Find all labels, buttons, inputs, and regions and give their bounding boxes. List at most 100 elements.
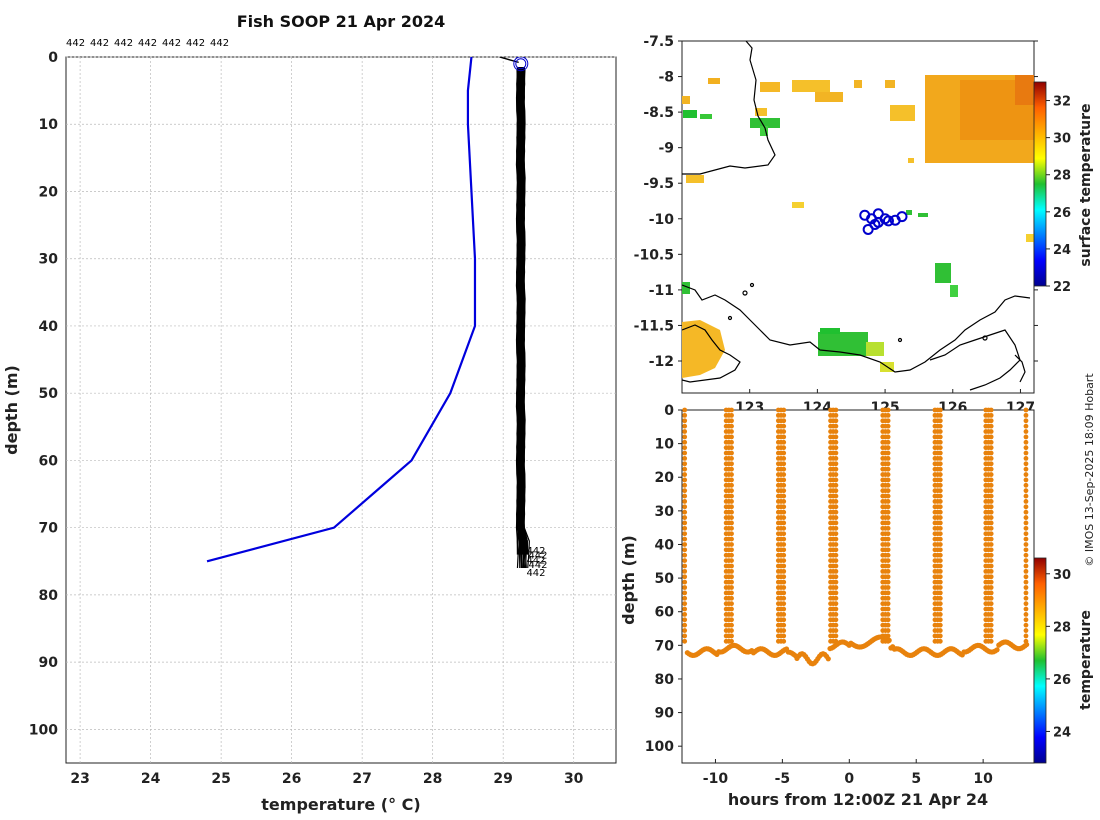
map-y-tick-label: -10.5 [634,247,674,263]
dt-point [682,477,688,483]
dt-point [937,536,943,542]
dt-point [937,617,943,623]
dt-point [885,563,891,569]
dt-point [833,482,839,488]
sst-patch-green [760,126,768,136]
dt-point [682,488,688,494]
dt-point [988,499,994,504]
dt-point [781,499,787,504]
dt-point [937,488,943,494]
dt-point [988,509,994,515]
profile-y-tick-label: 20 [39,184,59,200]
dt-point [729,525,734,531]
dt-point [833,525,839,531]
profile-y-tick-label: 10 [39,117,59,133]
dt-y-tick-label: 0 [664,403,674,419]
dt-point [833,477,839,483]
dt-point [682,601,688,607]
dt-point [988,504,994,510]
dt-point [682,585,688,590]
dt-point [833,488,839,494]
dt-point [682,423,688,429]
dt-point [729,568,734,574]
dt-point [729,542,734,547]
dt-point [988,590,994,596]
dt-point [781,407,787,413]
dt-point [729,531,734,537]
dt-point [988,488,994,494]
dt-point [781,434,787,440]
dt-point [1023,418,1029,424]
dt-point [781,568,787,574]
dt-point [682,617,688,623]
dt-point [781,418,787,424]
dt-point [988,466,994,472]
dt-point [781,525,787,531]
dt-y-tick-label: 70 [655,638,675,654]
dt-point [781,520,787,526]
dt-y-tick-label: 90 [655,706,675,722]
dt-point [729,472,734,477]
dt-point [885,536,891,542]
dt-point [682,633,688,639]
sst-patch [792,80,830,92]
sst-colorbar-tick-label: 24 [1053,243,1071,258]
dt-point [1023,563,1029,569]
profile-top-label: 442 [114,38,133,49]
dt-point [729,606,734,612]
sst-patch-northeast-hot [1015,75,1034,105]
dt-point [885,590,891,596]
coastline-south-3 [929,329,1021,391]
map-y-tick-label: -9.5 [643,176,674,192]
dt-x-tick-label: 0 [844,771,854,787]
dt-point [729,439,734,445]
dt-point [833,456,839,461]
dt-point [988,418,994,424]
dt-point [682,622,688,628]
dt-point [885,456,891,461]
dt-point [825,656,831,662]
dt-point [937,504,943,510]
dt-point [988,423,994,429]
dt-point [1023,617,1029,623]
dt-point [1023,456,1029,461]
dt-point [885,558,891,564]
depth-time-y-axis-label: depth (m) [619,535,638,625]
dt-point [833,504,839,510]
dt-point [682,429,688,434]
dt-point [833,434,839,440]
dt-point [781,617,787,623]
dt-point [1023,525,1029,531]
dt-y-tick-label: 10 [655,437,675,453]
temperature-colorbar-label: temperature [1078,610,1094,710]
dt-point [885,429,891,434]
dt-point [1023,574,1029,580]
dt-x-tick-label: 10 [973,771,993,787]
dt-point [729,622,734,628]
dt-y-tick-label: 40 [655,537,675,553]
dt-point [937,638,943,644]
dt-point [833,466,839,472]
dt-point [729,638,734,644]
profile-y-tick-label: 100 [29,722,58,738]
map-y-tick-label: -8.5 [643,105,674,121]
dt-point [937,552,943,558]
dt-point [988,622,994,628]
dt-point [833,547,839,553]
dt-point [729,574,734,580]
dt-point [833,590,839,596]
dt-point [937,429,943,434]
dt-point [1023,515,1029,520]
dt-point [729,595,734,601]
dt-point [781,579,787,585]
dt-point [937,515,943,520]
depth-time-panel: 0 10 20 30 40 50 60 70 80 90 100 -10 -5 0 5 10 hours fr… [619,403,1094,809]
dt-x-tick-label: -10 [703,771,729,787]
dt-point [937,477,943,483]
dt-point [988,461,994,467]
profile-cast-annotation: 442 [528,560,547,571]
profile-top-label: 442 [138,38,157,49]
profile-cast-annotation: 442 [526,546,545,557]
dt-point [781,509,787,515]
island [742,290,748,296]
